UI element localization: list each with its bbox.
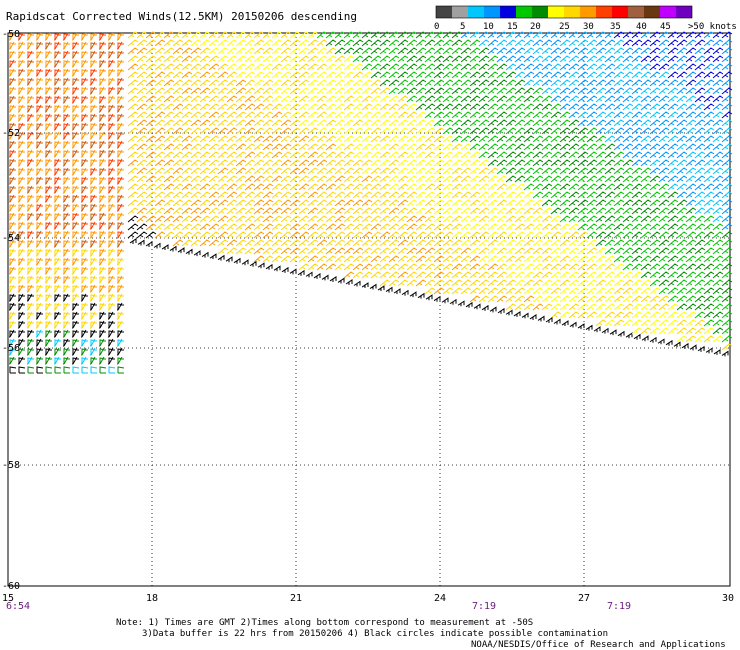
wind-barb-group xyxy=(460,31,733,231)
colorbar-swatch xyxy=(660,6,676,18)
colorbar-swatch xyxy=(532,6,548,18)
colorbar-swatch xyxy=(596,6,612,18)
colorbar-swatch xyxy=(628,6,644,18)
colorbar-swatch xyxy=(548,6,564,18)
colorbar-label: 25 xyxy=(559,22,570,32)
note-line-2: 3)Data buffer is 22 hrs from 20150206 4)… xyxy=(142,629,608,639)
time-label-2: 7:19 xyxy=(472,601,496,612)
y-label-56: -56 xyxy=(2,343,20,354)
y-label-58: -58 xyxy=(2,460,20,471)
plot-frame xyxy=(7,32,731,587)
colorbar-swatch xyxy=(516,6,532,18)
time-label-1: 6:54 xyxy=(6,601,30,612)
colorbar-label: 5 xyxy=(460,22,465,32)
x-label-27: 27 xyxy=(578,593,590,604)
colorbar-swatch xyxy=(580,6,596,18)
colorbar-border xyxy=(435,5,693,19)
colorbar-swatch xyxy=(644,6,660,18)
x-label-21: 21 xyxy=(290,593,302,604)
time-label-3: 7:19 xyxy=(607,601,631,612)
colorbar-label: 0 xyxy=(434,22,439,32)
x-label-15: 15 xyxy=(2,593,14,604)
plot-area xyxy=(7,31,733,587)
wind-barb-group xyxy=(613,31,733,119)
wind-barb-group xyxy=(9,31,733,351)
colorbar-label: 45 xyxy=(660,22,671,32)
wind-barb-group xyxy=(190,31,724,343)
wind-barb-group xyxy=(9,31,544,311)
y-label-52: -52 xyxy=(2,128,20,139)
x-label-24: 24 xyxy=(434,593,446,604)
x-label-30: 30 xyxy=(722,593,734,604)
note-line-1: Note: 1) Times are GMT 2)Times along bot… xyxy=(116,618,533,628)
wind-barb-group xyxy=(9,32,125,239)
wind-barbs xyxy=(9,31,733,374)
y-label-60: -60 xyxy=(2,581,20,592)
colorbar-label: 35 xyxy=(610,22,621,32)
colorbar-label: 40 xyxy=(636,22,647,32)
colorbar-swatch xyxy=(612,6,628,18)
colorbar-label: 10 xyxy=(483,22,494,32)
credit-line: NOAA/NESDIS/Office of Research and Appli… xyxy=(471,640,726,650)
speed-colorbar: 0 5 10 15 20 25 30 35 40 45 >50 knots xyxy=(434,5,737,32)
colorbar-swatch xyxy=(500,6,516,18)
colorbar-label: 15 xyxy=(507,22,518,32)
colorbar-label: 20 xyxy=(530,22,541,32)
y-label-54: -54 xyxy=(2,233,20,244)
wind-barb-group xyxy=(316,31,733,343)
colorbar-label: >50 knots xyxy=(688,22,737,32)
y-label-50: -50 xyxy=(2,29,20,40)
colorbar-swatch xyxy=(452,6,468,18)
colorbar-swatch xyxy=(468,6,484,18)
colorbar-label: 30 xyxy=(583,22,594,32)
colorbar-swatch xyxy=(676,6,692,18)
colorbar-swatch xyxy=(564,6,580,18)
wind-barb-group xyxy=(9,215,729,374)
wind-barb-group xyxy=(9,31,733,374)
wind-barb-group xyxy=(9,41,125,248)
map-title: Rapidscat Corrected Winds(12.5KM) 201502… xyxy=(6,10,357,23)
x-label-18: 18 xyxy=(146,593,158,604)
colorbar-swatch xyxy=(484,6,500,18)
colorbar-swatch xyxy=(436,6,452,18)
wind-barb-group xyxy=(9,31,733,374)
